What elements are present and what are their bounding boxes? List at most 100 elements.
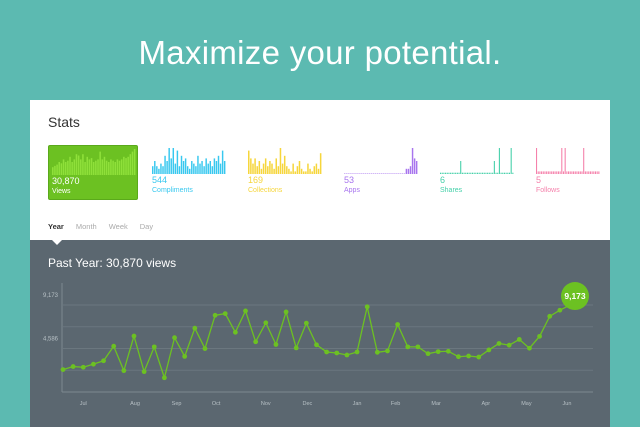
spark-bar xyxy=(564,148,566,174)
spark-bar xyxy=(593,171,595,174)
spark-bar xyxy=(158,168,160,174)
spark-bar xyxy=(273,168,275,174)
spark-bar xyxy=(123,156,125,175)
spark-bar xyxy=(387,173,389,174)
spark-bar xyxy=(317,168,320,174)
tab-pointer xyxy=(52,240,62,245)
spark-bar xyxy=(512,172,514,174)
spark-bar xyxy=(269,161,271,174)
spark-bar xyxy=(112,160,114,175)
stat-value: 5 xyxy=(536,175,542,185)
data-point xyxy=(445,348,451,354)
data-point xyxy=(232,329,238,335)
data-point xyxy=(466,353,471,359)
spark-bar xyxy=(156,166,158,174)
spark-bar xyxy=(191,161,193,174)
x-tick-label: Nov xyxy=(261,401,271,407)
spark-bar xyxy=(547,171,549,174)
spark-bar xyxy=(551,171,553,174)
spark-bar xyxy=(164,155,166,174)
data-point xyxy=(334,350,340,356)
spark-bar xyxy=(450,172,452,174)
stat-follows[interactable]: 5 Follows xyxy=(533,145,603,200)
stat-label: Apps xyxy=(344,187,360,194)
spark-bar xyxy=(446,172,448,174)
spark-bar xyxy=(468,172,470,174)
tab-week[interactable]: Week xyxy=(108,222,128,231)
spark-bar xyxy=(571,171,573,174)
stat-collections[interactable]: 169 Collections xyxy=(245,145,325,200)
stat-label: Follows xyxy=(536,187,560,194)
data-point xyxy=(395,322,401,327)
stat-views[interactable]: 30,870 Views xyxy=(48,145,138,200)
data-point xyxy=(303,320,309,326)
spark-bar xyxy=(176,150,179,174)
tab-day[interactable]: Day xyxy=(139,222,154,231)
data-point xyxy=(273,342,279,347)
series-line xyxy=(62,304,571,381)
data-point xyxy=(60,367,66,373)
spark-bar xyxy=(95,160,97,175)
spark-bar xyxy=(507,172,509,174)
spark-bar xyxy=(162,166,164,174)
spark-bar xyxy=(557,171,559,174)
spark-bar xyxy=(252,163,254,174)
spark-bar xyxy=(579,171,581,174)
spark-bar xyxy=(364,173,367,174)
spark-bar xyxy=(460,161,462,174)
spark-bar xyxy=(448,172,450,174)
spark-bar xyxy=(391,173,393,174)
spark-bar xyxy=(207,163,209,174)
spark-bar xyxy=(184,158,187,174)
spark-bar xyxy=(279,148,282,174)
spark-bar xyxy=(97,159,99,175)
spark-bar xyxy=(483,172,485,174)
tab-month[interactable]: Month xyxy=(75,222,97,231)
spark-bar xyxy=(60,163,63,175)
spark-bar xyxy=(487,172,489,174)
spark-bar xyxy=(127,156,129,175)
stat-shares[interactable]: 6 Shares xyxy=(437,145,517,200)
spark-bar xyxy=(539,171,541,174)
spark-bar xyxy=(86,156,89,175)
spark-bar xyxy=(62,159,65,175)
spark-bar xyxy=(492,172,494,174)
spark-bar xyxy=(441,172,443,174)
stat-compliments[interactable]: 544 Compliments xyxy=(149,145,229,200)
spark-bar xyxy=(250,158,252,174)
sparkline xyxy=(440,148,514,174)
spark-bar xyxy=(350,173,352,174)
spark-bar xyxy=(495,172,497,174)
data-point xyxy=(111,343,117,349)
data-point xyxy=(385,348,390,354)
spark-bar xyxy=(195,166,197,174)
spark-bar xyxy=(248,150,250,174)
x-tick-label: Feb xyxy=(391,401,400,407)
spark-bar xyxy=(541,171,543,174)
data-point xyxy=(506,342,512,348)
spark-bar xyxy=(56,164,58,175)
spark-bar xyxy=(58,162,61,175)
spark-bar xyxy=(319,153,322,174)
spark-bar xyxy=(443,172,445,174)
spark-bar xyxy=(254,158,256,174)
data-point xyxy=(222,311,228,317)
data-point xyxy=(415,344,421,350)
spark-bar xyxy=(397,173,399,174)
spark-bar xyxy=(576,171,578,174)
spark-bar xyxy=(294,171,297,174)
tab-year[interactable]: Year xyxy=(48,222,64,231)
spark-bar xyxy=(186,166,189,174)
spark-bar xyxy=(219,163,222,174)
spark-bar xyxy=(54,165,56,175)
spark-bar xyxy=(368,173,371,174)
data-point xyxy=(172,335,177,341)
views-chart: 9,173 4,586 Jul Aug Sep Oct Nov Dec Jan Feb Mar Apr… xyxy=(43,282,593,407)
spark-bar xyxy=(131,151,134,175)
stat-value: 169 xyxy=(248,175,264,185)
stat-apps[interactable]: 53 Apps xyxy=(341,145,421,200)
spark-bar xyxy=(90,158,93,175)
spark-bar xyxy=(378,173,381,174)
spark-bar xyxy=(589,171,591,174)
spark-bar xyxy=(490,172,492,174)
